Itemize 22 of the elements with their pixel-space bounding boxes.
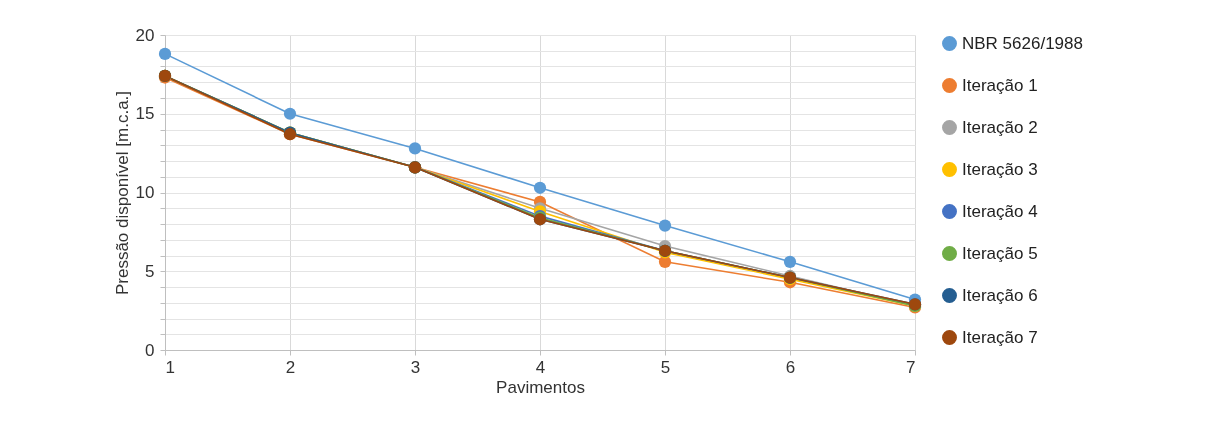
y-tick-label: 5 bbox=[145, 261, 155, 281]
legend-label: Iteração 6 bbox=[962, 285, 1038, 305]
legend-label: Iteração 7 bbox=[962, 327, 1038, 347]
x-tick-label: 1 bbox=[165, 357, 175, 377]
y-tick-label: 10 bbox=[135, 183, 155, 202]
x-tick-label: 6 bbox=[785, 357, 796, 377]
x-tick-label: 2 bbox=[285, 357, 296, 377]
x-axis-title: Pavimentos bbox=[496, 377, 585, 397]
legend-label: Iteração 3 bbox=[962, 159, 1038, 179]
legend-label: Iteração 4 bbox=[962, 201, 1038, 221]
y-tick-label: 0 bbox=[145, 340, 155, 360]
legend-label: Iteração 1 bbox=[962, 75, 1038, 95]
x-tick-label: 7 bbox=[906, 357, 916, 377]
legend-label: Iteração 5 bbox=[962, 243, 1038, 263]
y-tick-label: 20 bbox=[135, 25, 155, 45]
y-axis-title: Pressão disponível [m.c.a.] bbox=[112, 90, 132, 296]
legend-label: NBR 5626/1988 bbox=[962, 33, 1083, 53]
y-tick-label: 15 bbox=[135, 104, 155, 124]
x-tick-label: 3 bbox=[410, 357, 421, 377]
x-tick-label: 4 bbox=[535, 357, 546, 377]
legend-label: Iteração 2 bbox=[962, 117, 1038, 137]
x-tick-label: 5 bbox=[660, 357, 671, 377]
